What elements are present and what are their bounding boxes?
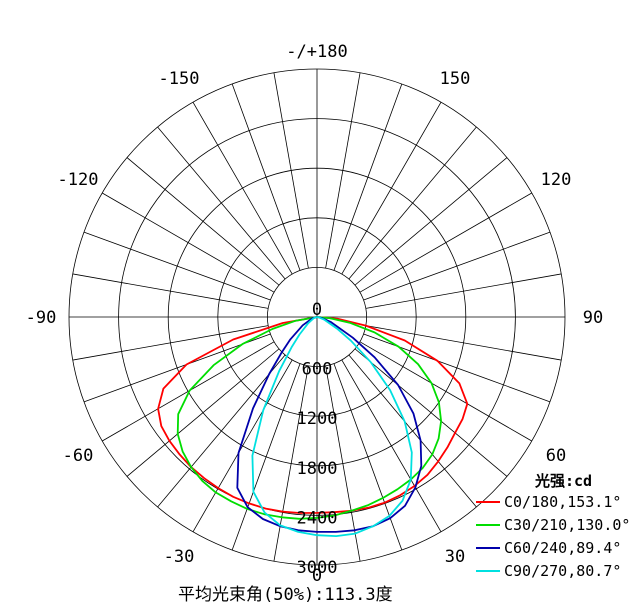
grid-spoke: [363, 231, 551, 301]
radial-tick-label: 1200: [297, 409, 338, 429]
angle-tick-label: 60: [546, 446, 566, 466]
grid-spoke: [365, 325, 562, 361]
grid-spoke: [273, 365, 309, 562]
legend-entry: C30/210,130.0°: [504, 516, 630, 534]
angle-tick-label: 0: [312, 566, 322, 586]
grid-spoke: [341, 102, 442, 275]
grid-spoke: [354, 348, 508, 477]
grid-spoke: [157, 354, 286, 508]
series-curve: [251, 316, 413, 537]
grid-spoke: [231, 363, 301, 551]
angle-tick-label: 120: [541, 170, 572, 190]
angle-tick-label: 30: [445, 547, 465, 567]
series-curves: [157, 316, 469, 537]
angle-tick-labels: -/+180 150 120 90 60 30 0 -30 -60 -90 -120 -150: [26, 42, 604, 586]
grid-spoke: [192, 102, 293, 275]
series-curve: [236, 316, 423, 533]
grid-spoke: [102, 192, 275, 293]
angle-tick-label: -30: [164, 547, 195, 567]
grid-spoke: [83, 231, 271, 301]
grid-spoke: [273, 72, 309, 269]
series-curve: [157, 316, 469, 514]
angle-tick-label: -60: [63, 446, 94, 466]
angle-tick-label: -90: [26, 308, 57, 328]
angle-tick-label: 150: [440, 69, 471, 89]
angle-tick-label: -120: [58, 170, 99, 190]
grid-spoke: [231, 83, 301, 271]
legend-entry: C60/240,89.4°: [504, 539, 621, 557]
series-curve: [176, 316, 442, 520]
grid-spoke: [325, 72, 361, 269]
grid-spoke: [348, 126, 477, 280]
radial-tick-label: 2400: [297, 508, 338, 528]
legend-title: 光强:cd: [534, 472, 592, 490]
legend-entry: C0/180,153.1°: [504, 493, 621, 511]
legend: 光强:cd C0/180,153.1° C30/210,130.0° C60/240…: [476, 472, 630, 580]
angle-tick-label: -150: [159, 69, 200, 89]
legend-entry: C90/270,80.7°: [504, 562, 621, 580]
grid-spoke: [192, 359, 293, 532]
angle-tick-label: -/+180: [286, 42, 347, 62]
grid-spoke: [348, 354, 477, 508]
radial-tick-label: 0: [312, 300, 322, 320]
grid-spoke: [126, 157, 280, 286]
grid-spoke: [157, 126, 286, 280]
grid-spoke: [102, 341, 275, 442]
grid-spoke: [359, 192, 532, 293]
grid-spoke: [325, 365, 361, 562]
radial-tick-label: 3000: [297, 558, 338, 578]
grid-spoke: [354, 157, 508, 286]
radial-tick-label: 600: [302, 360, 333, 380]
grid-spoke: [341, 359, 442, 532]
grid-spoke: [365, 273, 562, 309]
grid-spoke: [126, 348, 280, 477]
angle-tick-label: 90: [583, 308, 603, 328]
radial-tick-labels: 0 600 1200 1800 2400 3000: [297, 300, 338, 578]
grid-spoke: [72, 325, 269, 361]
radial-tick-label: 1800: [297, 459, 338, 479]
grid-spoke: [359, 341, 532, 442]
grid-spoke: [72, 273, 269, 309]
footer-beam-angle: 平均光束角(50%):113.3度: [178, 585, 393, 605]
grid-spoke: [333, 83, 403, 271]
